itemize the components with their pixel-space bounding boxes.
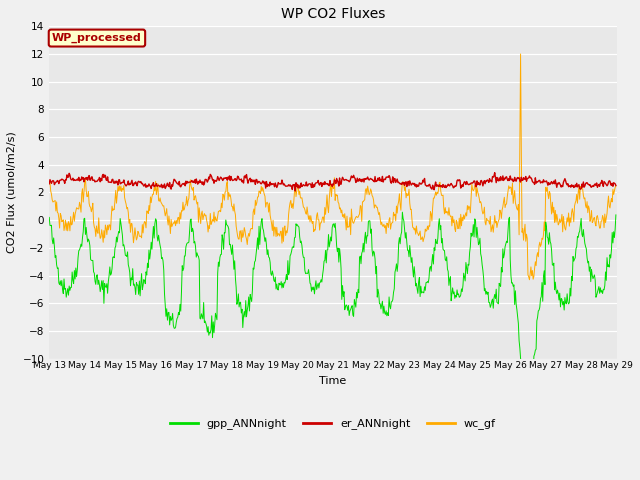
Title: WP CO2 Fluxes: WP CO2 Fluxes xyxy=(281,7,385,21)
X-axis label: Time: Time xyxy=(319,376,346,386)
Y-axis label: CO2 Flux (umol/m2/s): CO2 Flux (umol/m2/s) xyxy=(7,132,17,253)
Text: WP_processed: WP_processed xyxy=(52,33,142,43)
Legend: gpp_ANNnight, er_ANNnight, wc_gf: gpp_ANNnight, er_ANNnight, wc_gf xyxy=(166,414,500,434)
